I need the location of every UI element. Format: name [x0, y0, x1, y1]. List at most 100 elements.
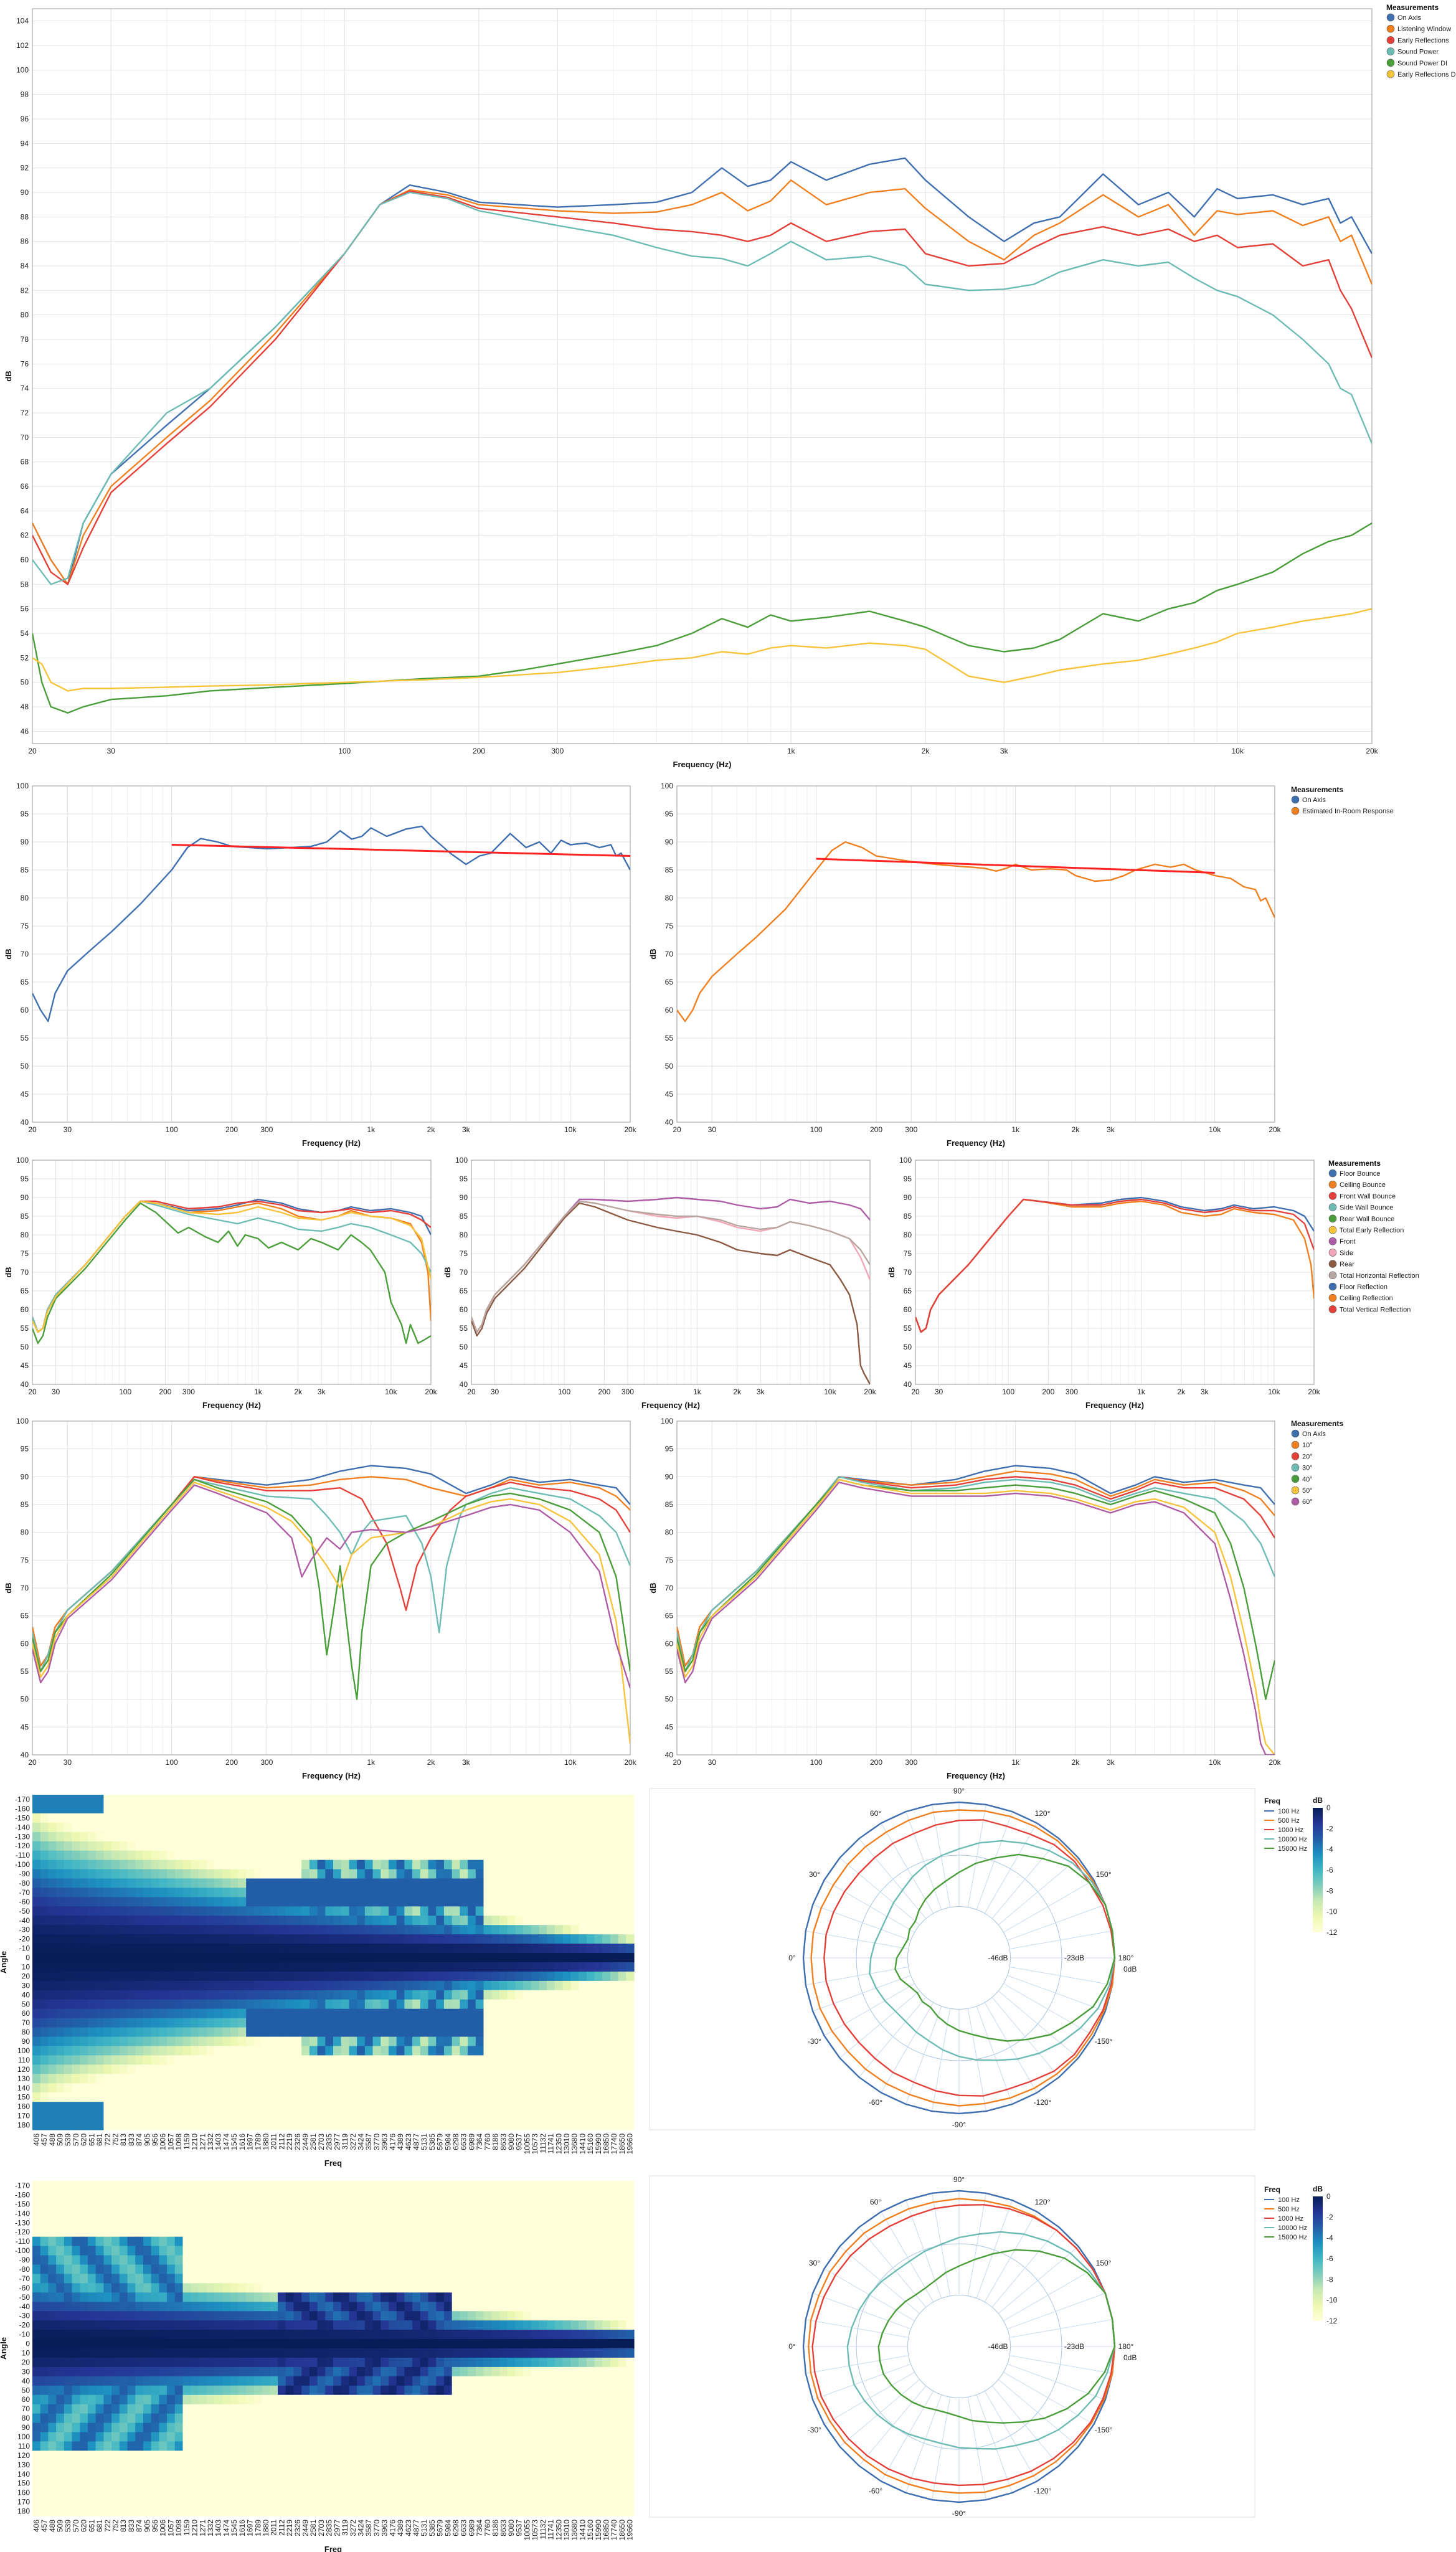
- heatmap-cell: [278, 1925, 286, 1935]
- heatmap-cell: [491, 2218, 500, 2228]
- heatmap-cell: [238, 1803, 247, 1814]
- heatmap-cell: [135, 2199, 144, 2209]
- heatmap-cell: [451, 2083, 460, 2093]
- y-tick-label: 72: [21, 409, 29, 417]
- heatmap-cell: [333, 1860, 342, 1870]
- heatmap-cell: [404, 2181, 413, 2191]
- heatmap-cell: [412, 2320, 421, 2330]
- heatmap-cell: [618, 2264, 626, 2275]
- heatmap-cell: [72, 2083, 80, 2093]
- heatmap-cell: [475, 2074, 485, 2084]
- heatmap-cell: [111, 2199, 120, 2209]
- heatmap-cell: [56, 2199, 65, 2209]
- legend-item: Sound Power: [1397, 49, 1439, 56]
- heatmap-cell: [293, 2120, 302, 2130]
- heatmap-cell: [119, 2111, 128, 2121]
- heatmap-cell: [483, 2190, 492, 2200]
- heatmap-cell: [420, 2111, 429, 2121]
- heatmap-cell: [523, 1878, 532, 1889]
- heatmap-cell: [270, 2311, 278, 2321]
- heatmap-cell: [293, 1980, 302, 1991]
- heatmap-cell: [579, 2008, 587, 2019]
- heatmap-cell: [428, 2027, 437, 2038]
- heatmap-cell: [238, 2120, 247, 2130]
- heatmap-cell: [301, 1990, 310, 2000]
- heatmap-cell: [182, 1916, 191, 1926]
- heatmap-cell: [341, 1795, 350, 1805]
- heatmap-cell: [127, 2111, 136, 2121]
- heatmap-cell: [443, 2055, 453, 2065]
- heatmap-cell: [396, 1803, 405, 1814]
- heatmap-cell: [372, 2181, 381, 2191]
- heatmap-cell: [531, 2036, 540, 2047]
- heatmap-cell: [515, 2046, 524, 2056]
- heatmap-cell: [547, 1869, 555, 1879]
- heatmap-cell: [554, 2111, 564, 2121]
- heatmap-cell: [270, 2208, 278, 2219]
- heatmap-cell: [143, 2083, 152, 2093]
- heatmap-cell: [151, 1980, 159, 1991]
- heatmap-cell: [436, 2190, 445, 2200]
- heatmap-cell: [396, 1971, 405, 1982]
- heatmap-cell: [143, 1990, 152, 2000]
- heatmap-cell: [80, 2083, 88, 2093]
- heatmap-cell: [317, 1906, 326, 1916]
- heatmap-cell: [174, 2236, 184, 2247]
- heatmap-cell: [539, 2218, 547, 2228]
- heatmap-cell: [602, 2074, 611, 2084]
- heatmap-cell: [317, 2036, 326, 2047]
- heatmap-cell: [167, 2199, 176, 2209]
- heatmap-cell: [135, 1841, 144, 1851]
- heatmap-cell: [174, 1803, 184, 1814]
- heatmap-cell: [412, 2046, 421, 2056]
- freq-tick-label: 1616: [238, 2134, 247, 2150]
- heatmap-cell: [230, 1888, 239, 1897]
- heatmap-cell: [618, 2199, 626, 2209]
- heatmap-cell: [206, 1850, 215, 1861]
- heatmap-cell: [159, 1990, 168, 2000]
- heatmap-cell: [412, 2190, 421, 2200]
- heatmap-cell: [48, 2018, 57, 2028]
- heatmap-cell: [135, 2218, 144, 2228]
- heatmap-cell: [246, 2330, 255, 2340]
- heatmap-cell: [562, 2208, 571, 2219]
- heatmap-cell: [206, 2339, 215, 2349]
- heatmap-cell: [80, 2320, 88, 2330]
- heatmap-cell: [182, 1944, 191, 1954]
- angle-tick-label: -120: [15, 2228, 30, 2236]
- heatmap-cell: [301, 1953, 310, 1963]
- heatmap-cell: [586, 1999, 595, 2010]
- heatmap-cell: [167, 1953, 176, 1963]
- heatmap-cell: [602, 2027, 611, 2038]
- heatmap-cell: [214, 1795, 223, 1805]
- heatmap-cell: [364, 2264, 374, 2275]
- heatmap-cell: [238, 1906, 247, 1916]
- heatmap-cell: [428, 2046, 437, 2056]
- heatmap-cell: [40, 2027, 49, 2038]
- heatmap-cell: [87, 2018, 97, 2028]
- heatmap-cell: [594, 1906, 603, 1916]
- heatmap-cell: [523, 2111, 532, 2121]
- heatmap-cell: [539, 2255, 547, 2266]
- heatmap-cell: [404, 2190, 413, 2200]
- heatmap-cell: [404, 2102, 413, 2112]
- heatmap-cell: [499, 1888, 508, 1897]
- heatmap-cell: [103, 1897, 112, 1907]
- heatmap-cell: [56, 1878, 65, 1889]
- heatmap-cell: [253, 1850, 263, 1861]
- heatmap-cell: [56, 1999, 65, 2010]
- heatmap-cell: [436, 2264, 445, 2275]
- heatmap-cell: [95, 1795, 104, 1805]
- heatmap-cell: [198, 1980, 207, 1991]
- heatmap-cell: [547, 2064, 555, 2074]
- heatmap-cell: [127, 2055, 136, 2065]
- heatmap-cell: [381, 1878, 389, 1889]
- heatmap-cell: [143, 1906, 152, 1916]
- heatmap-cell: [167, 2236, 176, 2247]
- heatmap-cell: [388, 1860, 397, 1870]
- heatmap-cell: [428, 2018, 437, 2028]
- heatmap-cell: [570, 1962, 579, 1972]
- heatmap-cell: [610, 1813, 619, 1823]
- heatmap-cell: [151, 2302, 159, 2312]
- heatmap-cell: [451, 1980, 460, 1991]
